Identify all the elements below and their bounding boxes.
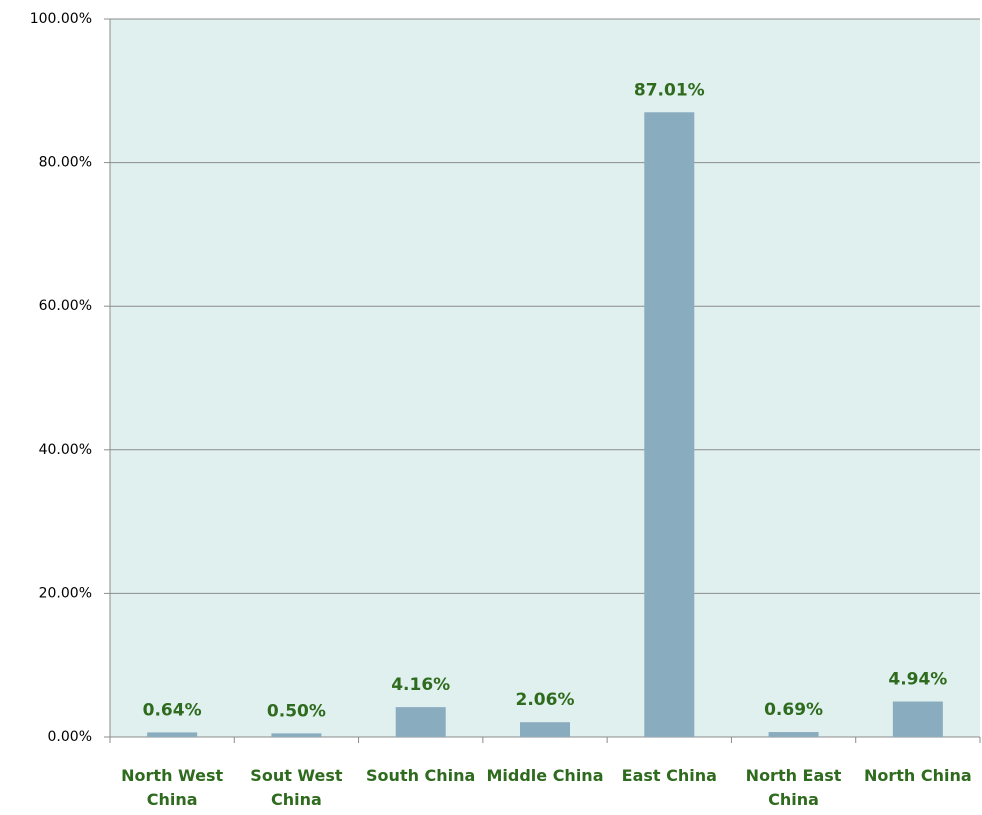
value-label: 0.64%	[143, 700, 202, 720]
bar	[271, 733, 322, 737]
value-label: 4.16%	[391, 675, 450, 695]
bar	[395, 707, 446, 737]
bar	[520, 722, 570, 737]
value-label: 4.94%	[888, 670, 947, 690]
value-label: 87.01%	[634, 80, 705, 100]
value-label: 0.69%	[764, 700, 823, 720]
x-tick-label: North West China	[121, 766, 224, 809]
bar	[147, 732, 198, 737]
x-tick-label: East China	[621, 766, 717, 785]
bar	[644, 112, 695, 738]
plot-background	[110, 19, 980, 737]
y-tick-label: 80.00%	[39, 155, 92, 171]
x-tick-label: North East China	[745, 766, 842, 809]
bar	[892, 701, 943, 737]
value-label: 0.50%	[267, 701, 326, 721]
y-tick-label: 100.00%	[30, 11, 92, 27]
value-label: 2.06%	[516, 690, 575, 710]
x-tick-label: North China	[864, 766, 972, 785]
y-tick-label: 20.00%	[39, 585, 92, 601]
x-tick-label: Sout West China	[250, 766, 343, 809]
x-tick-label: Middle China	[486, 766, 604, 785]
bar	[768, 732, 819, 737]
y-tick-label: 60.00%	[39, 298, 92, 314]
y-tick-label: 0.00%	[48, 729, 92, 745]
x-tick-label: South China	[366, 766, 476, 785]
y-tick-label: 40.00%	[39, 442, 92, 458]
